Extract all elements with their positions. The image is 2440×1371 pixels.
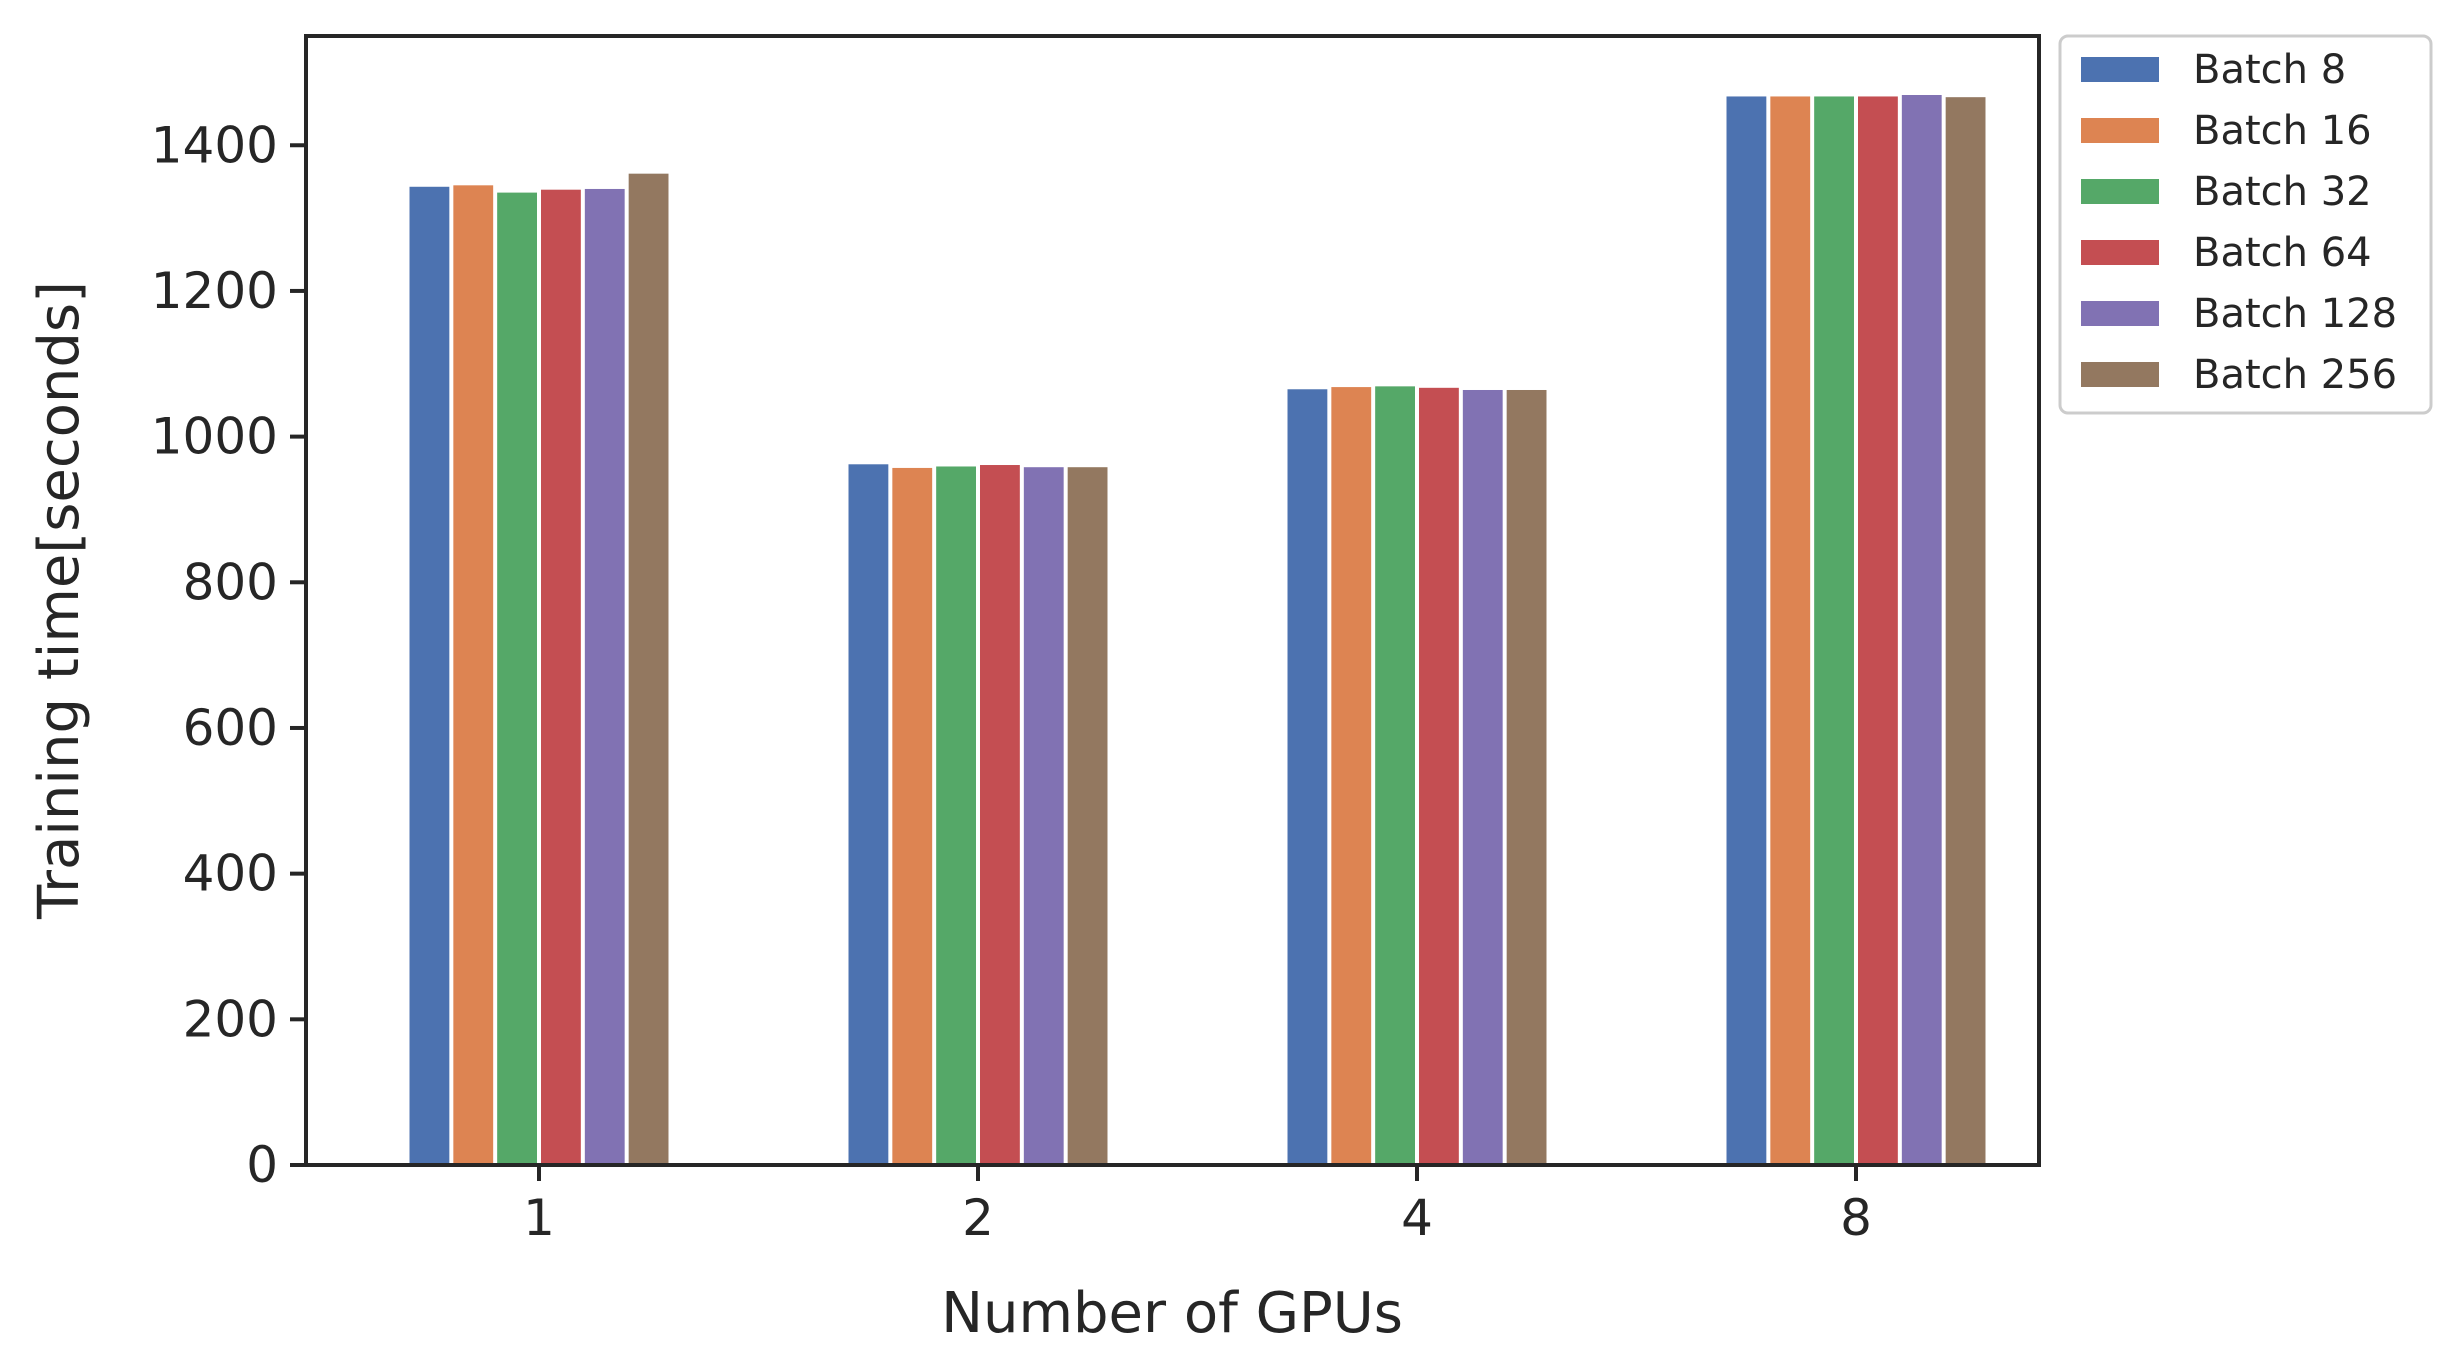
x-axis-ticks: 1 2 4 8 (523, 1165, 1872, 1247)
legend-label: Batch 256 (2193, 352, 2397, 398)
y-tick-label: 200 (183, 990, 278, 1048)
x-tick-label: 4 (1401, 1189, 1433, 1247)
bar (1770, 96, 1811, 1165)
legend-swatch (2081, 179, 2159, 204)
bar (1945, 97, 1986, 1165)
bars-group (409, 94, 1986, 1166)
legend-label: Batch 8 (2193, 47, 2346, 93)
y-axis-ticks: 0 200 400 600 800 1000 1200 1400 (151, 116, 306, 1194)
bar (1901, 94, 1942, 1165)
bar (1858, 96, 1898, 1165)
y-tick-label: 400 (183, 845, 278, 903)
y-tick-label: 1400 (151, 116, 278, 174)
bar (1419, 387, 1459, 1165)
legend-swatch (2081, 362, 2159, 387)
bar (1506, 389, 1547, 1166)
y-axis-label: Training time[seconds] (27, 281, 92, 920)
legend-swatch (2081, 301, 2159, 326)
legend-label: Batch 64 (2193, 230, 2372, 276)
y-tick-label: 600 (183, 699, 278, 757)
bar (980, 465, 1020, 1165)
bar (1462, 389, 1503, 1166)
legend-swatch (2081, 118, 2159, 143)
bar (497, 192, 537, 1166)
bar (1287, 389, 1328, 1166)
bar (936, 466, 976, 1165)
x-tick-label: 2 (962, 1189, 994, 1247)
bar (1375, 386, 1415, 1165)
bar (409, 186, 450, 1165)
bar (892, 467, 933, 1165)
bar (1814, 96, 1854, 1165)
y-tick-label: 1200 (151, 262, 278, 320)
legend-swatch (2081, 240, 2159, 265)
legend: Batch 8 Batch 16 Batch 32 Batch 64 Batch 128… (2058, 34, 2433, 415)
x-axis-label: Number of GPUs (941, 1281, 1403, 1346)
legend-label: Batch 16 (2193, 108, 2372, 154)
bar (453, 185, 494, 1166)
legend-label: Batch 32 (2193, 169, 2372, 215)
bar (584, 188, 625, 1165)
bar (1726, 96, 1767, 1165)
legend-swatch (2081, 57, 2159, 82)
bar (541, 189, 581, 1165)
legend-label: Batch 128 (2193, 291, 2397, 337)
y-tick-label: 0 (246, 1136, 278, 1194)
legend-items: Batch 8 Batch 16 Batch 32 Batch 64 Batch 128… (2081, 47, 2397, 398)
y-tick-label: 800 (183, 553, 278, 611)
bar (1067, 467, 1108, 1165)
bar (1331, 387, 1372, 1165)
plot-frame (304, 34, 2041, 1167)
bar (628, 173, 669, 1165)
x-tick-label: 8 (1840, 1189, 1872, 1247)
y-tick-label: 1000 (151, 408, 278, 466)
x-tick-label: 1 (523, 1189, 555, 1247)
bar (1023, 467, 1064, 1165)
bar (848, 464, 889, 1165)
